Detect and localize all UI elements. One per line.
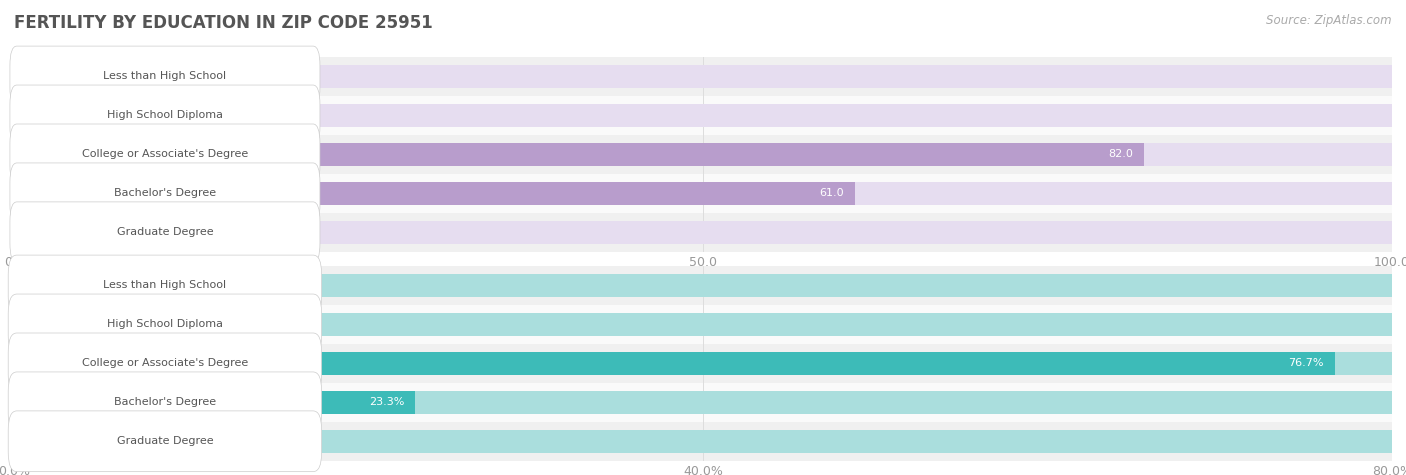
Bar <box>14 104 1392 127</box>
Text: 0.0%: 0.0% <box>25 436 53 446</box>
Text: 0.0: 0.0 <box>25 227 42 238</box>
Bar <box>14 390 1392 414</box>
FancyBboxPatch shape <box>8 333 322 394</box>
FancyBboxPatch shape <box>10 46 321 107</box>
FancyBboxPatch shape <box>8 255 322 316</box>
FancyBboxPatch shape <box>8 411 322 472</box>
Text: FERTILITY BY EDUCATION IN ZIP CODE 25951: FERTILITY BY EDUCATION IN ZIP CODE 25951 <box>14 14 433 32</box>
Bar <box>14 390 415 414</box>
Bar <box>14 352 1336 375</box>
Text: Source: ZipAtlas.com: Source: ZipAtlas.com <box>1267 14 1392 27</box>
Bar <box>14 352 1392 375</box>
Bar <box>14 305 1392 344</box>
Bar <box>14 383 1392 422</box>
FancyBboxPatch shape <box>10 202 321 263</box>
Text: College or Associate's Degree: College or Associate's Degree <box>82 358 247 369</box>
Text: 0.0: 0.0 <box>25 110 42 121</box>
Text: High School Diploma: High School Diploma <box>107 110 224 121</box>
Bar <box>14 344 1392 383</box>
Text: Bachelor's Degree: Bachelor's Degree <box>114 188 217 199</box>
Bar <box>14 429 1392 453</box>
Bar <box>14 313 1392 336</box>
Bar <box>14 135 1392 174</box>
Text: 23.3%: 23.3% <box>368 397 405 408</box>
Bar <box>14 65 1392 88</box>
Bar <box>14 213 1392 252</box>
Bar <box>14 142 1392 166</box>
Bar <box>14 266 1392 305</box>
Bar <box>14 96 1392 135</box>
FancyBboxPatch shape <box>8 372 322 433</box>
FancyBboxPatch shape <box>8 294 322 355</box>
Bar <box>14 422 1392 461</box>
Text: Less than High School: Less than High School <box>104 280 226 291</box>
FancyBboxPatch shape <box>10 163 321 224</box>
Bar <box>14 220 1392 244</box>
Bar <box>14 174 1392 213</box>
Text: 0.0%: 0.0% <box>25 319 53 330</box>
Bar <box>14 181 855 205</box>
Text: Bachelor's Degree: Bachelor's Degree <box>114 397 217 408</box>
Bar <box>14 142 1144 166</box>
Text: 82.0: 82.0 <box>1108 149 1133 160</box>
FancyBboxPatch shape <box>10 85 321 146</box>
Bar <box>14 274 1392 297</box>
Text: Less than High School: Less than High School <box>104 71 226 82</box>
Bar <box>14 181 1392 205</box>
Text: College or Associate's Degree: College or Associate's Degree <box>82 149 247 160</box>
Text: 0.0: 0.0 <box>25 71 42 82</box>
Text: Graduate Degree: Graduate Degree <box>117 227 214 238</box>
Text: 0.0%: 0.0% <box>25 280 53 291</box>
Text: 61.0: 61.0 <box>818 188 844 199</box>
Text: Graduate Degree: Graduate Degree <box>117 436 214 446</box>
Text: 76.7%: 76.7% <box>1288 358 1324 369</box>
Bar <box>14 57 1392 96</box>
FancyBboxPatch shape <box>10 124 321 185</box>
Text: High School Diploma: High School Diploma <box>107 319 224 330</box>
